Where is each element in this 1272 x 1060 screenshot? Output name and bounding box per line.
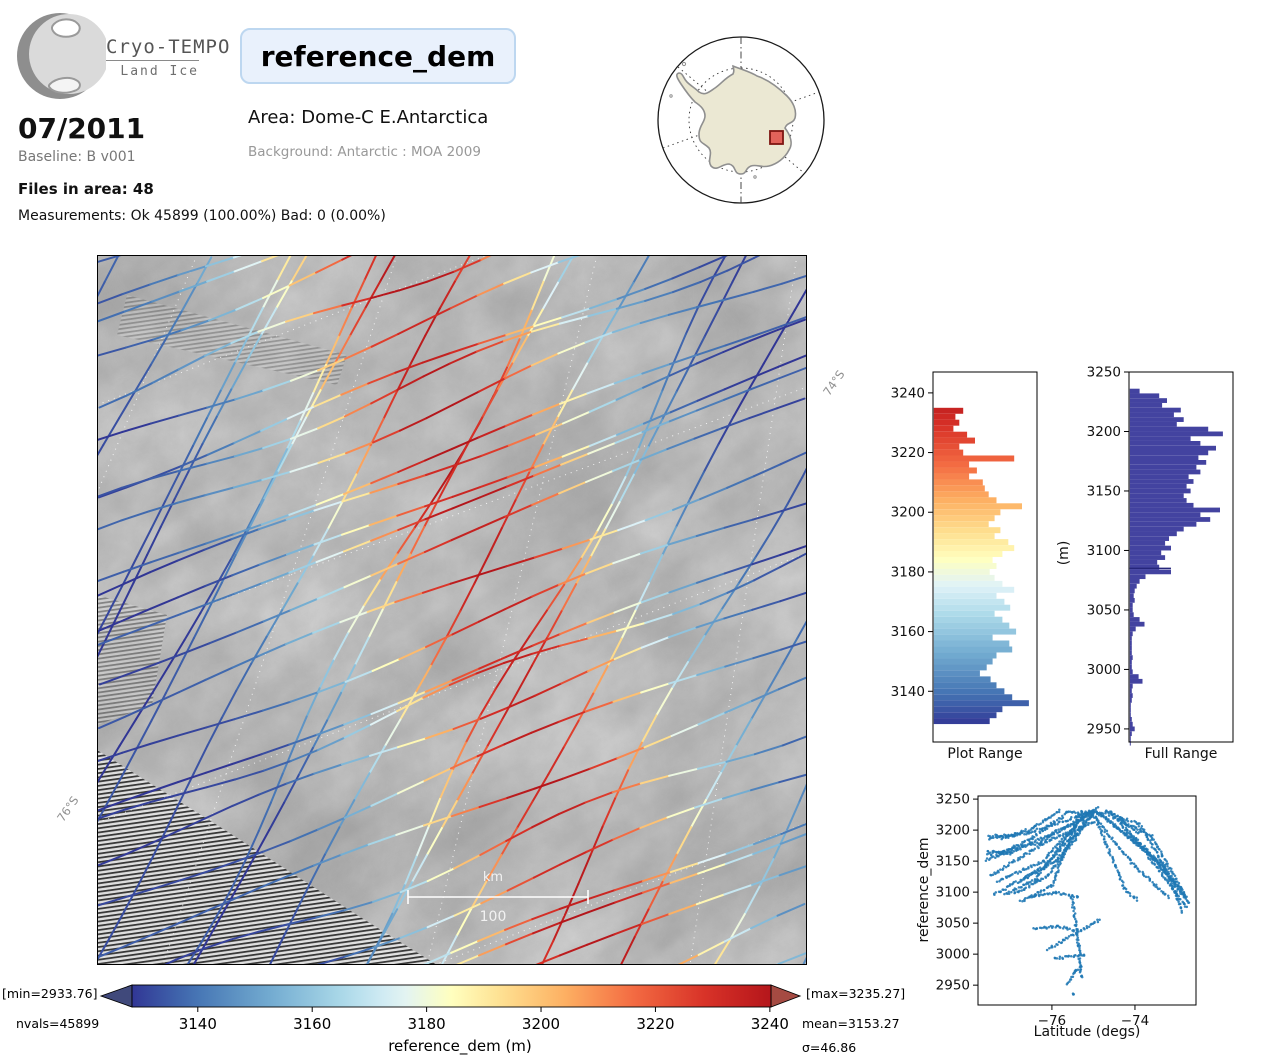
colorbar-min-label: [min=2933.76] bbox=[2, 986, 98, 1001]
main-track-map: km 100 bbox=[97, 255, 807, 965]
period-label: 07/2011 bbox=[18, 112, 146, 145]
megadunes-patch bbox=[97, 750, 437, 965]
plot-range-histogram: 3240 3220 3200 3180 3160 3140 bbox=[891, 371, 1038, 743]
svg-text:3220: 3220 bbox=[891, 445, 925, 461]
svg-text:3000: 3000 bbox=[1087, 662, 1121, 678]
svg-text:3160: 3160 bbox=[891, 624, 925, 640]
svg-text:3000: 3000 bbox=[936, 947, 970, 963]
svg-text:3160: 3160 bbox=[293, 1015, 331, 1033]
megadunes-patch-faint bbox=[97, 595, 167, 725]
elevation-colorbar: 3140 3160 3180 3200 3220 3240 reference_dem (… bbox=[99, 984, 802, 1056]
svg-text:3250: 3250 bbox=[1087, 365, 1121, 381]
logo-antarctica-icon bbox=[47, 76, 81, 94]
files-count-label: Files in area: 48 bbox=[18, 180, 154, 198]
megadunes-patch-faint bbox=[117, 295, 347, 385]
scatter-ylabel: reference_dem bbox=[916, 837, 932, 943]
svg-text:3250: 3250 bbox=[936, 792, 970, 808]
svg-text:3200: 3200 bbox=[1087, 424, 1121, 440]
inset-island bbox=[753, 175, 757, 179]
scalebar-units: km bbox=[483, 870, 503, 885]
colorbar-mean-label: mean=3153.27 bbox=[802, 1016, 900, 1031]
variable-title: reference_dem bbox=[260, 39, 496, 73]
hist-bars bbox=[1129, 388, 1223, 746]
svg-text:3200: 3200 bbox=[936, 823, 970, 839]
baseline-label: Baseline: B v001 bbox=[18, 149, 136, 165]
svg-text:3140: 3140 bbox=[179, 1015, 217, 1033]
scatter-xlabel: Latitude (degs) bbox=[1033, 1024, 1141, 1040]
full-range-histogram: 3250 3200 3150 3100 3050 3000 2950 bbox=[1087, 365, 1234, 746]
svg-text:3150: 3150 bbox=[936, 854, 970, 870]
svg-text:3140: 3140 bbox=[891, 684, 925, 700]
svg-text:3240: 3240 bbox=[891, 385, 925, 401]
logo-divider bbox=[106, 60, 199, 61]
colorbar-max-label: [max=3235.27] bbox=[806, 986, 906, 1001]
svg-text:−76: −76 bbox=[1038, 1013, 1067, 1029]
map-scalebar: km 100 bbox=[407, 870, 589, 925]
logo-title: Cryo-TEMPO bbox=[106, 36, 231, 58]
inset-antarctica-shape bbox=[676, 64, 797, 175]
colorbar-ticks: 3140 3160 3180 3200 3220 3240 bbox=[179, 1007, 789, 1033]
svg-text:3180: 3180 bbox=[408, 1015, 446, 1033]
svg-text:3200: 3200 bbox=[522, 1015, 560, 1033]
inset-island bbox=[681, 61, 687, 67]
logo-globe bbox=[29, 14, 106, 94]
background-label: Background: Antarctic : MOA 2009 bbox=[248, 144, 481, 160]
lat-label-74s: 74°S bbox=[820, 367, 848, 399]
svg-text:3050: 3050 bbox=[936, 916, 970, 932]
area-marker bbox=[769, 130, 784, 145]
full-range-ylabel: (m) bbox=[1056, 540, 1072, 566]
logo-subtitle: Land Ice bbox=[120, 64, 199, 79]
scalebar-length: 100 bbox=[480, 909, 507, 925]
logo-greenland-icon bbox=[50, 18, 81, 38]
colorbar-nvals-label: nvals=45899 bbox=[16, 1016, 100, 1031]
svg-text:2950: 2950 bbox=[936, 978, 970, 994]
colorbar-gradient bbox=[131, 984, 772, 1008]
scatter-points bbox=[984, 806, 1191, 996]
antarctica-inset-map bbox=[657, 36, 825, 204]
svg-text:3240: 3240 bbox=[751, 1015, 789, 1033]
hist-axis-ticks: 3250 3200 3150 3100 3050 3000 2950 bbox=[1087, 365, 1129, 737]
full-range-title: Full Range bbox=[1144, 746, 1218, 762]
colorbar-sigma-label: σ=46.86 bbox=[802, 1040, 857, 1055]
colorbar-over-arrow bbox=[770, 984, 802, 1008]
svg-text:3100: 3100 bbox=[1087, 543, 1121, 559]
map-graticule bbox=[97, 255, 807, 965]
svg-text:3150: 3150 bbox=[1087, 483, 1121, 499]
colorbar-under-arrow bbox=[99, 984, 133, 1008]
svg-text:3100: 3100 bbox=[936, 885, 970, 901]
inset-island bbox=[669, 94, 673, 98]
svg-text:3220: 3220 bbox=[636, 1015, 674, 1033]
cryo-tempo-logo bbox=[17, 13, 106, 99]
hist-axis-ticks: 3240 3220 3200 3180 3160 3140 bbox=[891, 385, 933, 700]
plot-range-title: Plot Range bbox=[947, 746, 1023, 762]
hist-bars bbox=[933, 407, 1029, 725]
dem-vs-latitude-scatter: 3250 3200 3150 3100 3050 3000 2950 −76 −74 bbox=[936, 792, 1197, 1029]
colorbar-label: reference_dem (m) bbox=[388, 1037, 532, 1056]
area-label: Area: Dome-C E.Antarctica bbox=[248, 107, 489, 128]
lat-label-76s: 76°S bbox=[54, 793, 82, 825]
svg-text:2950: 2950 bbox=[1087, 721, 1121, 737]
ground-tracks bbox=[97, 255, 807, 965]
svg-text:3050: 3050 bbox=[1087, 602, 1121, 618]
measurements-label: Measurements: Ok 45899 (100.00%) Bad: 0 … bbox=[18, 208, 386, 224]
svg-text:−74: −74 bbox=[1121, 1013, 1150, 1029]
variable-title-box: reference_dem bbox=[240, 28, 516, 84]
scatter-axis-ticks: 3250 3200 3150 3100 3050 3000 2950 −76 −74 bbox=[936, 792, 1150, 1029]
svg-text:3180: 3180 bbox=[891, 564, 925, 580]
svg-text:3200: 3200 bbox=[891, 505, 925, 521]
